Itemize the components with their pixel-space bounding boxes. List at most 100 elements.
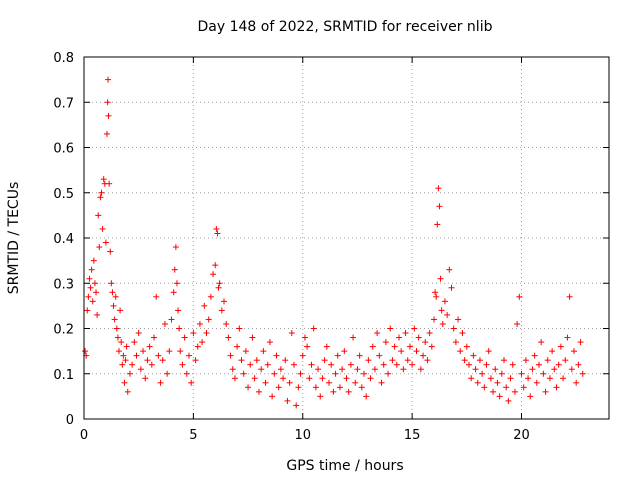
data-point xyxy=(90,257,97,264)
data-point xyxy=(121,379,128,386)
data-point xyxy=(437,275,444,282)
data-point xyxy=(94,311,101,318)
data-point xyxy=(133,352,140,359)
chart-title: Day 148 of 2022, SRMTID for receiver nli… xyxy=(198,19,493,35)
data-point xyxy=(319,375,326,382)
data-point xyxy=(476,357,483,364)
data-point xyxy=(170,289,177,296)
data-point xyxy=(536,361,542,368)
data-point xyxy=(151,334,157,341)
data-point xyxy=(157,379,164,386)
data-point xyxy=(271,370,278,377)
data-point xyxy=(334,352,341,359)
data-point xyxy=(444,311,451,318)
data-point xyxy=(505,397,512,404)
data-point xyxy=(225,334,232,341)
data-point xyxy=(571,348,577,355)
data-point xyxy=(262,379,269,386)
data-point xyxy=(93,289,100,296)
data-point xyxy=(483,361,490,368)
data-point xyxy=(365,357,372,364)
data-point xyxy=(112,293,119,300)
data-point xyxy=(439,320,446,327)
data-point xyxy=(371,366,378,373)
data-point xyxy=(436,203,443,210)
data-point xyxy=(179,361,186,368)
data-point xyxy=(509,361,516,368)
data-point xyxy=(485,348,492,355)
data-point xyxy=(522,357,529,364)
data-point xyxy=(103,130,110,137)
data-point xyxy=(494,379,501,386)
data-point xyxy=(173,280,180,287)
data-point xyxy=(88,266,95,273)
data-point xyxy=(87,284,94,291)
data-point xyxy=(122,357,129,364)
data-point xyxy=(470,352,477,359)
data-point xyxy=(123,343,130,350)
x-tick-label: 20 xyxy=(513,428,530,443)
data-point xyxy=(210,271,217,278)
data-point xyxy=(288,330,295,337)
data-point xyxy=(332,370,339,377)
data-point xyxy=(137,366,144,373)
data-point xyxy=(155,352,162,359)
data-point xyxy=(441,298,448,305)
data-point xyxy=(341,348,348,355)
data-point xyxy=(131,339,138,346)
data-point xyxy=(492,366,499,373)
data-point xyxy=(564,334,571,341)
data-point xyxy=(507,375,514,382)
data-point xyxy=(117,307,124,314)
data-point xyxy=(498,370,505,377)
data-point xyxy=(153,293,160,300)
data-point xyxy=(171,266,178,273)
data-point xyxy=(461,357,468,364)
data-point xyxy=(472,366,479,373)
data-point xyxy=(501,357,507,364)
data-point xyxy=(312,384,319,391)
data-point xyxy=(111,316,118,323)
data-point xyxy=(100,176,107,183)
data-point xyxy=(330,388,337,395)
data-point xyxy=(251,375,258,382)
data-point xyxy=(428,343,435,350)
data-point xyxy=(396,334,402,341)
data-point xyxy=(400,366,407,373)
data-point xyxy=(264,361,271,368)
data-point xyxy=(438,307,445,314)
data-point xyxy=(207,293,214,300)
data-point xyxy=(304,343,311,350)
y-tick-label: 0.6 xyxy=(53,142,74,157)
data-point xyxy=(126,370,133,377)
data-point xyxy=(573,379,580,386)
data-point xyxy=(114,334,121,341)
data-point xyxy=(463,343,470,350)
data-point xyxy=(120,352,127,359)
data-point xyxy=(415,334,422,341)
data-point xyxy=(446,266,453,273)
data-point xyxy=(201,302,208,309)
data-point xyxy=(273,352,280,359)
data-point xyxy=(468,375,475,382)
data-point xyxy=(113,325,120,332)
data-point xyxy=(354,366,361,373)
data-point xyxy=(129,361,136,368)
data-point xyxy=(339,366,346,373)
data-point xyxy=(105,76,112,83)
data-point xyxy=(231,375,238,382)
data-point xyxy=(97,194,104,201)
data-point xyxy=(161,320,168,327)
data-point xyxy=(166,348,173,355)
y-tick-label: 0.5 xyxy=(53,187,74,202)
data-point xyxy=(560,375,567,382)
data-point xyxy=(343,375,350,382)
data-point xyxy=(367,375,374,382)
data-point xyxy=(176,325,183,332)
data-point xyxy=(411,325,418,332)
data-point xyxy=(260,348,267,355)
data-point xyxy=(404,357,411,364)
data-point xyxy=(104,99,111,106)
data-point xyxy=(361,370,367,377)
